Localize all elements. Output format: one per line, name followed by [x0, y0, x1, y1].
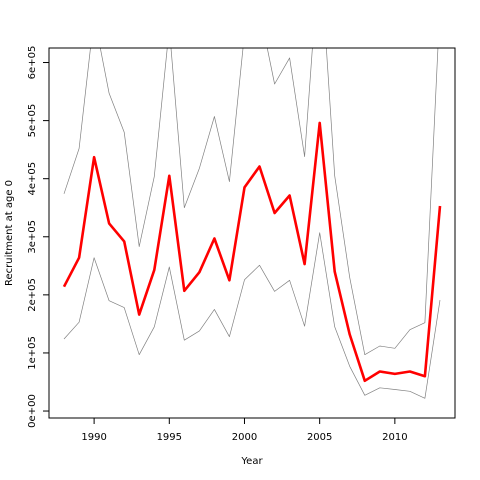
series-line-estimate: [62, 121, 442, 383]
series-line-bound: [63, 48, 439, 356]
y-tick-label: 3e+05: [27, 220, 38, 254]
x-tick-label: 1995: [157, 432, 182, 443]
y-axis: 0e+00 1e+05 2e+05 3e+05 4e+05 5e+05 6e+05: [27, 46, 49, 428]
series-line-bound: [63, 232, 441, 399]
y-axis-label: Recruitment at age 0: [4, 180, 15, 286]
y-tick-label: 1e+05: [27, 336, 38, 370]
x-axis: 1990 1995 2000 2005 2010: [81, 418, 408, 443]
x-tick-label: 2000: [232, 432, 257, 443]
y-tick-label: 6e+05: [27, 46, 38, 80]
x-tick-label: 2010: [382, 432, 407, 443]
y-tick-label: 5e+05: [27, 104, 38, 138]
y-tick-label: 4e+05: [27, 162, 38, 196]
y-tick-label: 2e+05: [27, 278, 38, 312]
x-tick-label: 2005: [307, 432, 332, 443]
plot-frame: [48, 47, 456, 419]
y-tick-label: 0e+00: [27, 394, 38, 428]
series-layer: [62, 48, 442, 399]
x-tick-label: 1990: [81, 432, 106, 443]
x-axis-label: Year: [240, 456, 263, 467]
